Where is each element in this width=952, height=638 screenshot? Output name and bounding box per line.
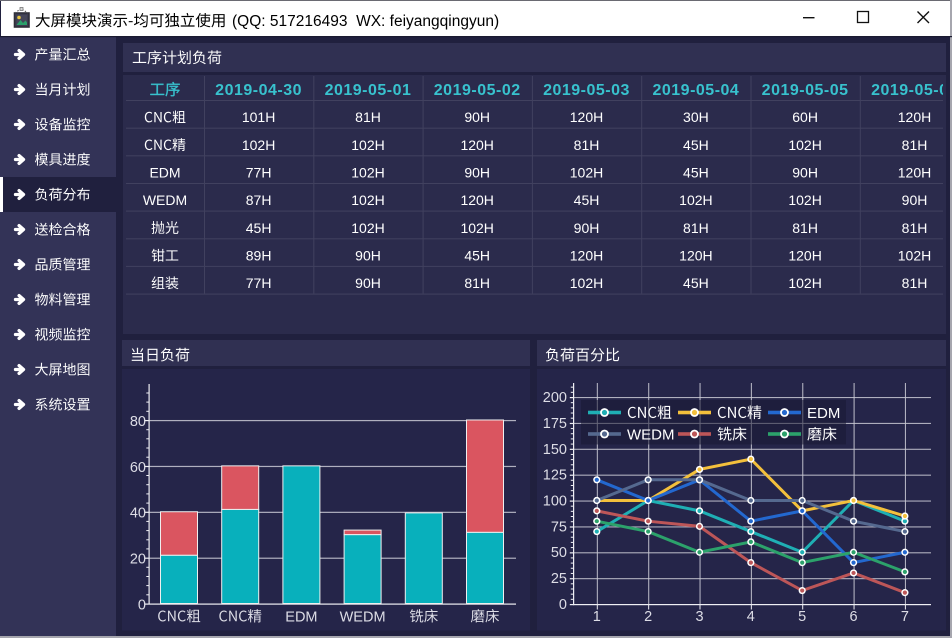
svg-text:50: 50 xyxy=(551,545,567,561)
svg-text:90H: 90H xyxy=(355,275,381,291)
svg-text:3: 3 xyxy=(695,609,703,625)
svg-text:120H: 120H xyxy=(898,109,931,125)
svg-text:45H: 45H xyxy=(246,220,272,236)
svg-text:45H: 45H xyxy=(683,165,709,181)
svg-text:102H: 102H xyxy=(679,192,712,208)
svg-text:2019-05-02: 2019-05-02 xyxy=(434,82,521,99)
svg-text:81H: 81H xyxy=(355,109,381,125)
svg-text:77H: 77H xyxy=(246,165,272,181)
svg-text:2019-04-30: 2019-04-30 xyxy=(215,82,302,99)
svg-text:125: 125 xyxy=(543,468,567,484)
svg-text:EDM: EDM xyxy=(149,165,180,181)
svg-text:2019-05-05: 2019-05-05 xyxy=(762,82,849,99)
svg-text:80: 80 xyxy=(130,414,146,430)
svg-text:102H: 102H xyxy=(351,192,384,208)
svg-text:90H: 90H xyxy=(355,248,381,264)
svg-text:89H: 89H xyxy=(246,248,272,264)
svg-text:120H: 120H xyxy=(788,248,821,264)
svg-text:102H: 102H xyxy=(460,220,493,236)
svg-text:120H: 120H xyxy=(570,109,603,125)
svg-text:2: 2 xyxy=(644,609,652,625)
svg-text:EDM: EDM xyxy=(285,609,317,625)
svg-text:90H: 90H xyxy=(464,109,490,125)
svg-text:6: 6 xyxy=(850,609,858,625)
svg-text:87H: 87H xyxy=(246,192,272,208)
svg-text:81H: 81H xyxy=(902,137,928,153)
svg-text:90H: 90H xyxy=(792,165,818,181)
svg-text:30H: 30H xyxy=(683,109,709,125)
svg-text:81H: 81H xyxy=(464,275,490,291)
svg-text:60H: 60H xyxy=(792,109,818,125)
svg-text:102H: 102H xyxy=(788,275,821,291)
svg-text:7: 7 xyxy=(901,609,909,625)
svg-text:175: 175 xyxy=(543,416,567,432)
svg-text:4: 4 xyxy=(747,609,755,625)
svg-text:WEDM: WEDM xyxy=(340,609,386,625)
svg-text:120H: 120H xyxy=(898,165,931,181)
svg-text:81H: 81H xyxy=(574,137,600,153)
svg-text:102H: 102H xyxy=(570,165,603,181)
svg-text:40: 40 xyxy=(130,506,146,522)
svg-text:81H: 81H xyxy=(683,220,709,236)
svg-text:2019-05-06: 2019-05-06 xyxy=(871,82,952,99)
svg-text:81H: 81H xyxy=(902,275,928,291)
svg-text:(QQ: 517216493 WX: feiyangqin: (QQ: 517216493 WX: feiyangqingyun) xyxy=(232,13,499,30)
svg-text:102H: 102H xyxy=(351,165,384,181)
svg-text:45H: 45H xyxy=(683,137,709,153)
svg-text:45H: 45H xyxy=(574,192,600,208)
svg-text:77H: 77H xyxy=(246,275,272,291)
svg-text:45H: 45H xyxy=(683,275,709,291)
svg-text:100: 100 xyxy=(543,494,567,510)
svg-text:101H: 101H xyxy=(242,109,275,125)
svg-text:WEDM: WEDM xyxy=(143,192,187,208)
svg-text:WEDM: WEDM xyxy=(627,426,675,443)
svg-text:25: 25 xyxy=(551,571,567,587)
svg-text:102H: 102H xyxy=(788,137,821,153)
svg-text:90H: 90H xyxy=(574,220,600,236)
svg-text:45H: 45H xyxy=(464,248,490,264)
svg-text:5: 5 xyxy=(798,609,806,625)
svg-text:0: 0 xyxy=(559,597,567,613)
svg-text:102H: 102H xyxy=(898,248,931,264)
svg-text:102H: 102H xyxy=(788,192,821,208)
svg-text:2019-05-01: 2019-05-01 xyxy=(325,82,412,99)
svg-text:102H: 102H xyxy=(351,137,384,153)
svg-text:90H: 90H xyxy=(902,192,928,208)
svg-text:120H: 120H xyxy=(679,248,712,264)
svg-text:120H: 120H xyxy=(460,192,493,208)
svg-text:102H: 102H xyxy=(351,220,384,236)
svg-text:102H: 102H xyxy=(242,137,275,153)
svg-text:20: 20 xyxy=(130,552,146,568)
svg-text:120H: 120H xyxy=(460,137,493,153)
svg-text:1: 1 xyxy=(593,609,601,625)
svg-text:75: 75 xyxy=(551,519,567,535)
svg-text:2019-05-04: 2019-05-04 xyxy=(652,82,739,99)
svg-text:2019-05-03: 2019-05-03 xyxy=(543,82,630,99)
svg-text:200: 200 xyxy=(543,390,567,406)
svg-text:EDM: EDM xyxy=(807,405,840,422)
svg-text:120H: 120H xyxy=(570,248,603,264)
svg-text:60: 60 xyxy=(130,460,146,476)
svg-text:150: 150 xyxy=(543,442,567,458)
svg-text:81H: 81H xyxy=(902,220,928,236)
svg-text:102H: 102H xyxy=(570,275,603,291)
svg-text:90H: 90H xyxy=(464,165,490,181)
svg-text:81H: 81H xyxy=(792,220,818,236)
svg-text:0: 0 xyxy=(138,598,146,614)
